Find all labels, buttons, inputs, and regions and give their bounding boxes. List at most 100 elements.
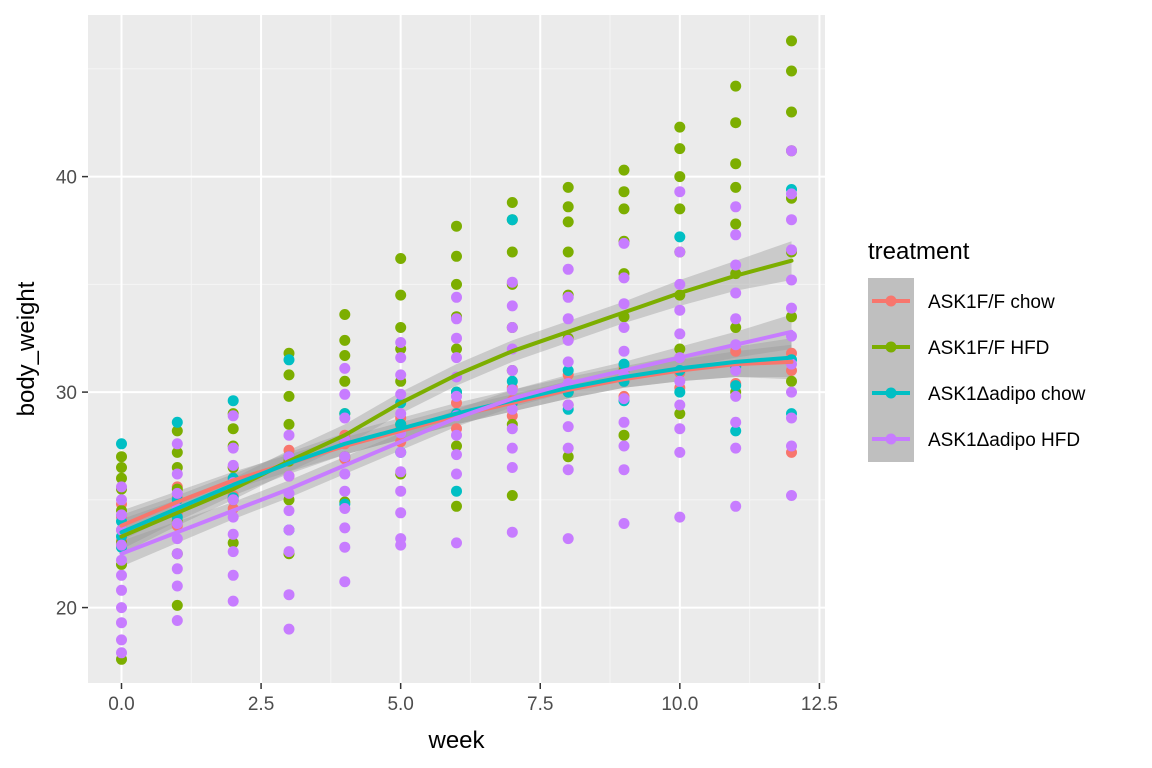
data-point — [116, 647, 127, 659]
data-point — [618, 416, 630, 428]
data-point — [618, 298, 630, 310]
data-point — [506, 300, 518, 312]
x-axis-title: week — [427, 727, 485, 754]
data-point — [395, 388, 407, 400]
data-point — [227, 423, 239, 435]
data-point — [116, 584, 127, 596]
data-point — [339, 451, 351, 463]
legend-key-point — [885, 295, 897, 307]
data-point — [730, 416, 742, 428]
data-point — [674, 328, 686, 340]
data-point — [116, 462, 127, 473]
data-point — [283, 429, 295, 441]
data-point — [730, 80, 742, 92]
data-point — [562, 451, 574, 463]
data-point — [618, 429, 630, 441]
data-point — [339, 576, 351, 588]
data-point — [506, 403, 518, 415]
data-point — [674, 386, 686, 398]
data-point — [451, 220, 462, 232]
data-point — [171, 518, 183, 529]
data-point — [339, 412, 351, 424]
data-point — [674, 446, 686, 458]
data-point — [562, 365, 574, 376]
y-tick-label: 20 — [56, 599, 77, 620]
data-point — [283, 354, 295, 366]
data-point — [339, 503, 351, 514]
data-point — [395, 507, 407, 519]
data-point — [730, 218, 742, 230]
data-point — [730, 313, 742, 325]
data-point — [506, 384, 518, 396]
data-point — [618, 518, 630, 529]
data-point — [506, 365, 518, 376]
data-point — [395, 322, 407, 333]
data-point — [171, 416, 183, 428]
data-point — [562, 442, 574, 454]
data-point — [395, 446, 407, 458]
legend-key-point — [885, 387, 897, 399]
y-axis-title: body_weight — [13, 281, 40, 416]
data-point — [618, 345, 630, 357]
data-point — [562, 263, 574, 275]
data-point — [786, 274, 797, 286]
data-point — [451, 485, 462, 497]
data-point — [116, 602, 127, 614]
data-point — [283, 390, 295, 402]
data-point — [786, 375, 797, 387]
data-point — [339, 334, 351, 346]
data-point — [451, 291, 462, 303]
data-point — [786, 412, 797, 424]
data-point — [227, 595, 239, 607]
data-point — [451, 278, 462, 290]
smooth-line — [119, 258, 794, 539]
data-point — [227, 569, 239, 581]
data-point — [506, 322, 518, 333]
data-point — [395, 337, 407, 348]
data-point — [562, 464, 574, 476]
data-point — [730, 117, 742, 129]
data-point — [786, 311, 797, 323]
data-point — [730, 287, 742, 299]
data-point — [116, 438, 127, 450]
data-point — [116, 554, 127, 566]
data-point — [395, 408, 407, 420]
data-point — [283, 505, 295, 517]
data-point — [674, 246, 686, 258]
data-point — [674, 408, 686, 420]
data-point — [171, 533, 183, 545]
data-point — [116, 569, 127, 581]
data-point — [283, 418, 295, 430]
data-point — [730, 425, 742, 437]
data-point — [730, 201, 742, 213]
legend-label: ASK1Δadipo chow — [928, 384, 1086, 405]
data-point — [227, 395, 239, 407]
data-point — [506, 423, 518, 435]
legend-title: treatment — [868, 238, 970, 265]
data-point — [562, 533, 574, 545]
data-point — [451, 537, 462, 549]
data-point — [506, 490, 518, 501]
data-point — [171, 580, 183, 592]
data-point — [786, 214, 797, 226]
data-point — [786, 244, 797, 256]
data-point — [786, 302, 797, 314]
data-point — [451, 250, 462, 262]
data-point — [227, 528, 239, 540]
legend-key-point — [885, 341, 897, 353]
data-point — [395, 369, 407, 381]
data-point — [618, 322, 630, 333]
data-point — [618, 358, 630, 370]
x-tick-label: 5.0 — [387, 694, 413, 715]
data-point — [618, 440, 630, 452]
data-point — [451, 429, 462, 441]
data-point — [339, 362, 351, 374]
legend-label: ASK1F/F HFD — [928, 338, 1049, 359]
legend-key-point — [885, 433, 897, 445]
data-point — [562, 313, 574, 325]
data-point — [618, 464, 630, 476]
x-tick-label: 2.5 — [248, 694, 274, 715]
data-point — [730, 322, 742, 333]
confidence-band — [121, 338, 792, 550]
